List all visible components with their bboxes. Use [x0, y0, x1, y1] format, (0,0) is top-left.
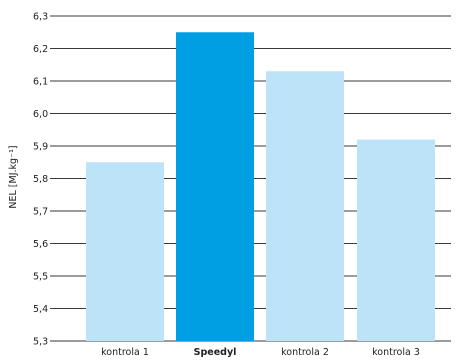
bar-kontrola-2	[266, 71, 344, 341]
y-tick-label: 6,0	[33, 109, 48, 120]
y-tick-label: 5,9	[33, 142, 48, 153]
y-axis-label: NEL [MJ.kg⁻¹]	[8, 145, 19, 208]
y-tick-label: 5,4	[33, 304, 48, 315]
y-tick-label: 5,8	[33, 174, 48, 185]
y-tick-label: 5,6	[33, 239, 48, 250]
y-tick-label: 5,5	[33, 272, 48, 283]
y-tick-labels: 5,3 5,4 5,5 5,6 5,7 5,8 5,9 6,0 6,1 6,2 6,3	[33, 12, 48, 348]
y-tick-label: 6,2	[33, 44, 48, 55]
x-tick-label: Speedyl	[194, 347, 237, 358]
y-tick-label: 5,3	[33, 337, 48, 348]
x-tick-label: kontrola 2	[281, 347, 329, 358]
x-tick-label: kontrola 3	[372, 347, 420, 358]
bars	[86, 32, 435, 341]
y-tick-label: 5,7	[33, 207, 48, 218]
bar-speedyl	[176, 32, 254, 341]
bar-kontrola-3	[357, 139, 435, 341]
y-tick-label: 6,1	[33, 77, 48, 88]
y-tick-label: 6,3	[33, 12, 48, 23]
bar-kontrola-1	[86, 162, 164, 341]
x-tick-labels: kontrola 1 Speedyl kontrola 2 kontrola 3	[101, 347, 420, 358]
x-tick-label: kontrola 1	[101, 347, 149, 358]
